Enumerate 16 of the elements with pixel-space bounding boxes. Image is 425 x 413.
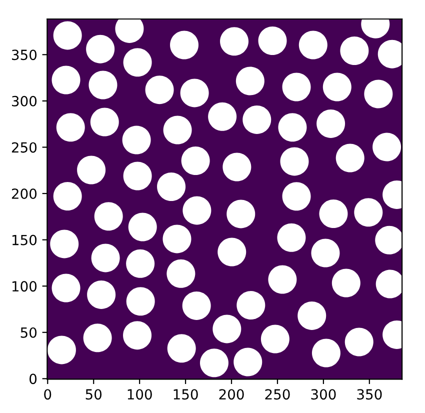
x-tick-label: 150 [174,389,198,400]
y-tick-label: 200 [12,188,37,199]
x-tick-label: 250 [265,389,290,400]
x-tick-label: 300 [311,389,336,400]
y-tick-label: 0 [30,374,37,384]
y-tick-label: 250 [12,142,37,153]
x-tick-label: 0 [44,389,52,400]
y-tick-label: 300 [12,96,37,106]
x-tick-label: 100 [128,389,152,400]
x-tick-label: 350 [357,389,382,400]
y-tick-label: 50 [20,327,37,338]
x-tick-label: 200 [219,389,244,400]
y-tick-label: 350 [12,50,37,60]
y-tick-label: 100 [12,281,37,292]
x-tick-label: 50 [86,389,102,400]
y-tick-label: 150 [12,234,37,246]
